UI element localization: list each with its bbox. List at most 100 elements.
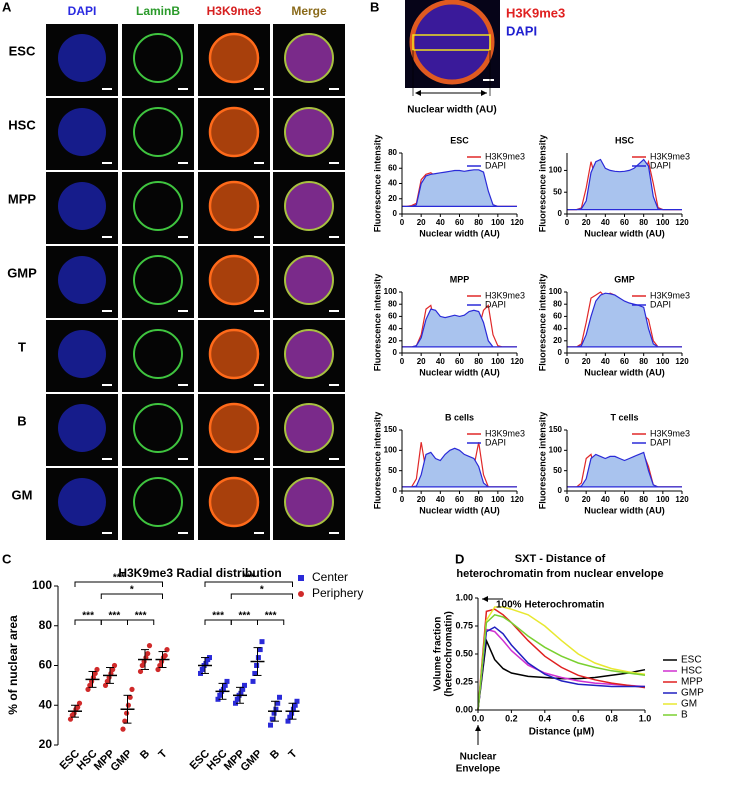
nucleus xyxy=(133,255,183,305)
significance-bracket xyxy=(74,581,163,587)
x-tick-label: 80 xyxy=(639,357,648,366)
x-tick-label: 100 xyxy=(491,218,505,227)
legend-label: DAPI xyxy=(650,437,671,447)
nucleus xyxy=(284,181,334,231)
chart-title: heterochromatin from nuclear envelope xyxy=(456,568,663,580)
data-point xyxy=(67,716,74,722)
data-point xyxy=(145,650,151,657)
y-axis-label: Fluorescence intensity xyxy=(537,412,547,510)
nucleus xyxy=(133,329,183,379)
x-tick-label: 0.6 xyxy=(572,713,585,723)
nucleus xyxy=(58,34,106,82)
image-axis-label: Nuclear width (AU) xyxy=(407,105,496,116)
nucleus xyxy=(58,478,106,526)
x-tick-label: 60 xyxy=(620,495,629,504)
y-axis-label: (heterochromatin) xyxy=(444,611,455,697)
x-tick-label: 80 xyxy=(474,495,483,504)
data-point xyxy=(111,662,118,669)
nucleus xyxy=(133,33,183,83)
row-label: GM xyxy=(12,487,33,502)
y-tick-label: 150 xyxy=(549,425,563,434)
y-tick-label: 1.00 xyxy=(455,592,473,602)
significance-bracket xyxy=(257,619,285,625)
x-tick-label: 1.0 xyxy=(639,713,652,723)
legend-label: MPP xyxy=(681,677,703,688)
x-tick-label: 100 xyxy=(656,495,670,504)
legend-label: HSC xyxy=(681,666,702,677)
y-tick-label: 60 xyxy=(388,163,397,172)
x-tick-label: 40 xyxy=(601,357,610,366)
data-point xyxy=(233,700,238,706)
data-point xyxy=(157,662,163,669)
data-point xyxy=(220,686,226,692)
area xyxy=(567,292,682,348)
significance-label: *** xyxy=(113,573,125,584)
nucleus xyxy=(208,180,260,232)
y-tick-label: 0.75 xyxy=(455,620,473,630)
x-tick-label: 40 xyxy=(436,218,445,227)
y-tick-label: 0 xyxy=(558,348,563,357)
x-tick-label: 60 xyxy=(455,218,464,227)
y-tick-label: 60 xyxy=(553,312,562,321)
chart-title: ESC xyxy=(450,135,469,145)
data-point xyxy=(120,726,126,732)
y-tick-label: 40 xyxy=(388,179,397,188)
y-axis-label: % of nuclear area xyxy=(6,615,20,715)
x-tick-label: 100 xyxy=(491,495,505,504)
x-tick-label: T xyxy=(156,748,169,761)
x-tick-label: 100 xyxy=(656,218,670,227)
significance-bracket xyxy=(204,581,293,587)
x-tick-label: 120 xyxy=(510,218,524,227)
significance-label: * xyxy=(130,585,134,596)
y-tick-label: 20 xyxy=(39,737,53,751)
data-point xyxy=(254,663,260,668)
data-point xyxy=(234,696,240,702)
significance-label: * xyxy=(260,585,264,596)
data-point xyxy=(87,682,93,688)
panel-label: D xyxy=(455,551,464,566)
data-point xyxy=(155,666,161,673)
y-tick-label: 20 xyxy=(553,336,562,345)
area xyxy=(402,169,517,207)
data-point xyxy=(222,682,228,688)
x-tick-label: T xyxy=(286,748,299,761)
nucleus xyxy=(208,32,260,84)
nucleus xyxy=(284,477,334,527)
nucleus xyxy=(208,476,260,528)
legend-label: GM xyxy=(681,699,697,710)
data-point xyxy=(224,678,230,684)
annotation: 100% Heterochromatin xyxy=(496,600,604,611)
data-point xyxy=(75,704,81,710)
panel-label: A xyxy=(2,0,12,14)
y-tick-label: 150 xyxy=(384,425,398,434)
y-axis-label: Volume fraction xyxy=(433,617,444,692)
x-tick-label: 20 xyxy=(582,218,591,227)
y-tick-label: 0 xyxy=(558,486,563,495)
data-point xyxy=(269,716,275,722)
data-point xyxy=(102,682,109,688)
data-point xyxy=(104,678,110,685)
data-point xyxy=(259,639,265,645)
y-tick-label: 80 xyxy=(388,148,397,157)
x-tick-label: 80 xyxy=(474,357,483,366)
x-tick-label: 60 xyxy=(455,357,464,366)
nucleus xyxy=(284,329,334,379)
image-label: H3K9me3 xyxy=(506,5,565,20)
y-axis-label: Fluorescence intensity xyxy=(372,412,382,510)
y-tick-label: 80 xyxy=(388,299,397,308)
y-tick-label: 20 xyxy=(388,194,397,203)
x-tick-label: 80 xyxy=(639,218,648,227)
nucleus xyxy=(58,256,106,304)
x-tick-label: 40 xyxy=(436,357,445,366)
legend-label: H3K9me3 xyxy=(485,151,525,161)
panel-label: C xyxy=(2,551,12,566)
chart-title: H3K9me3 Radial distribution xyxy=(118,566,281,580)
data-point xyxy=(255,655,261,661)
x-tick-label: 60 xyxy=(455,495,464,504)
nucleus xyxy=(208,254,260,306)
data-point xyxy=(207,655,212,661)
x-tick-label: 0.2 xyxy=(505,713,518,723)
legend-label: B xyxy=(681,710,688,721)
nucleus xyxy=(208,106,260,158)
data-point xyxy=(268,722,273,728)
